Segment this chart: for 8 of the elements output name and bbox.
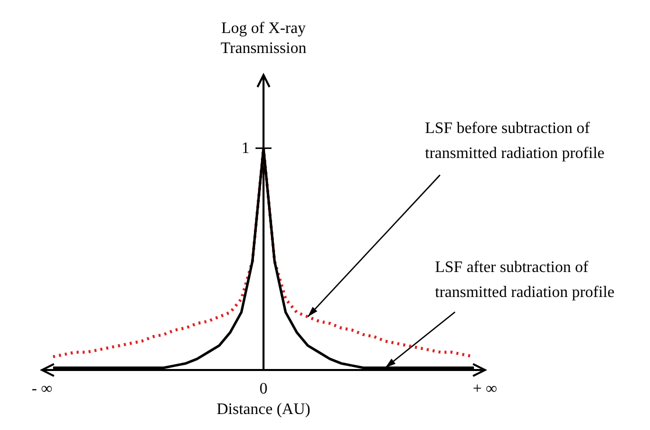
annotation: LSF after subtraction of transmitted radiation profile [435, 259, 614, 301]
text: Log of X-ray Transmission [220, 20, 306, 57]
annotation: 1 [242, 140, 250, 158]
x-tick-label: + ∞ [472, 380, 498, 398]
x-axis-title: Distance (AU) [216, 401, 310, 418]
x-tick-label: - ∞ [32, 380, 52, 398]
annotation: LSF before subtraction of transmitted radiation profile [425, 120, 604, 162]
x-tick-label: 0 [260, 380, 268, 398]
